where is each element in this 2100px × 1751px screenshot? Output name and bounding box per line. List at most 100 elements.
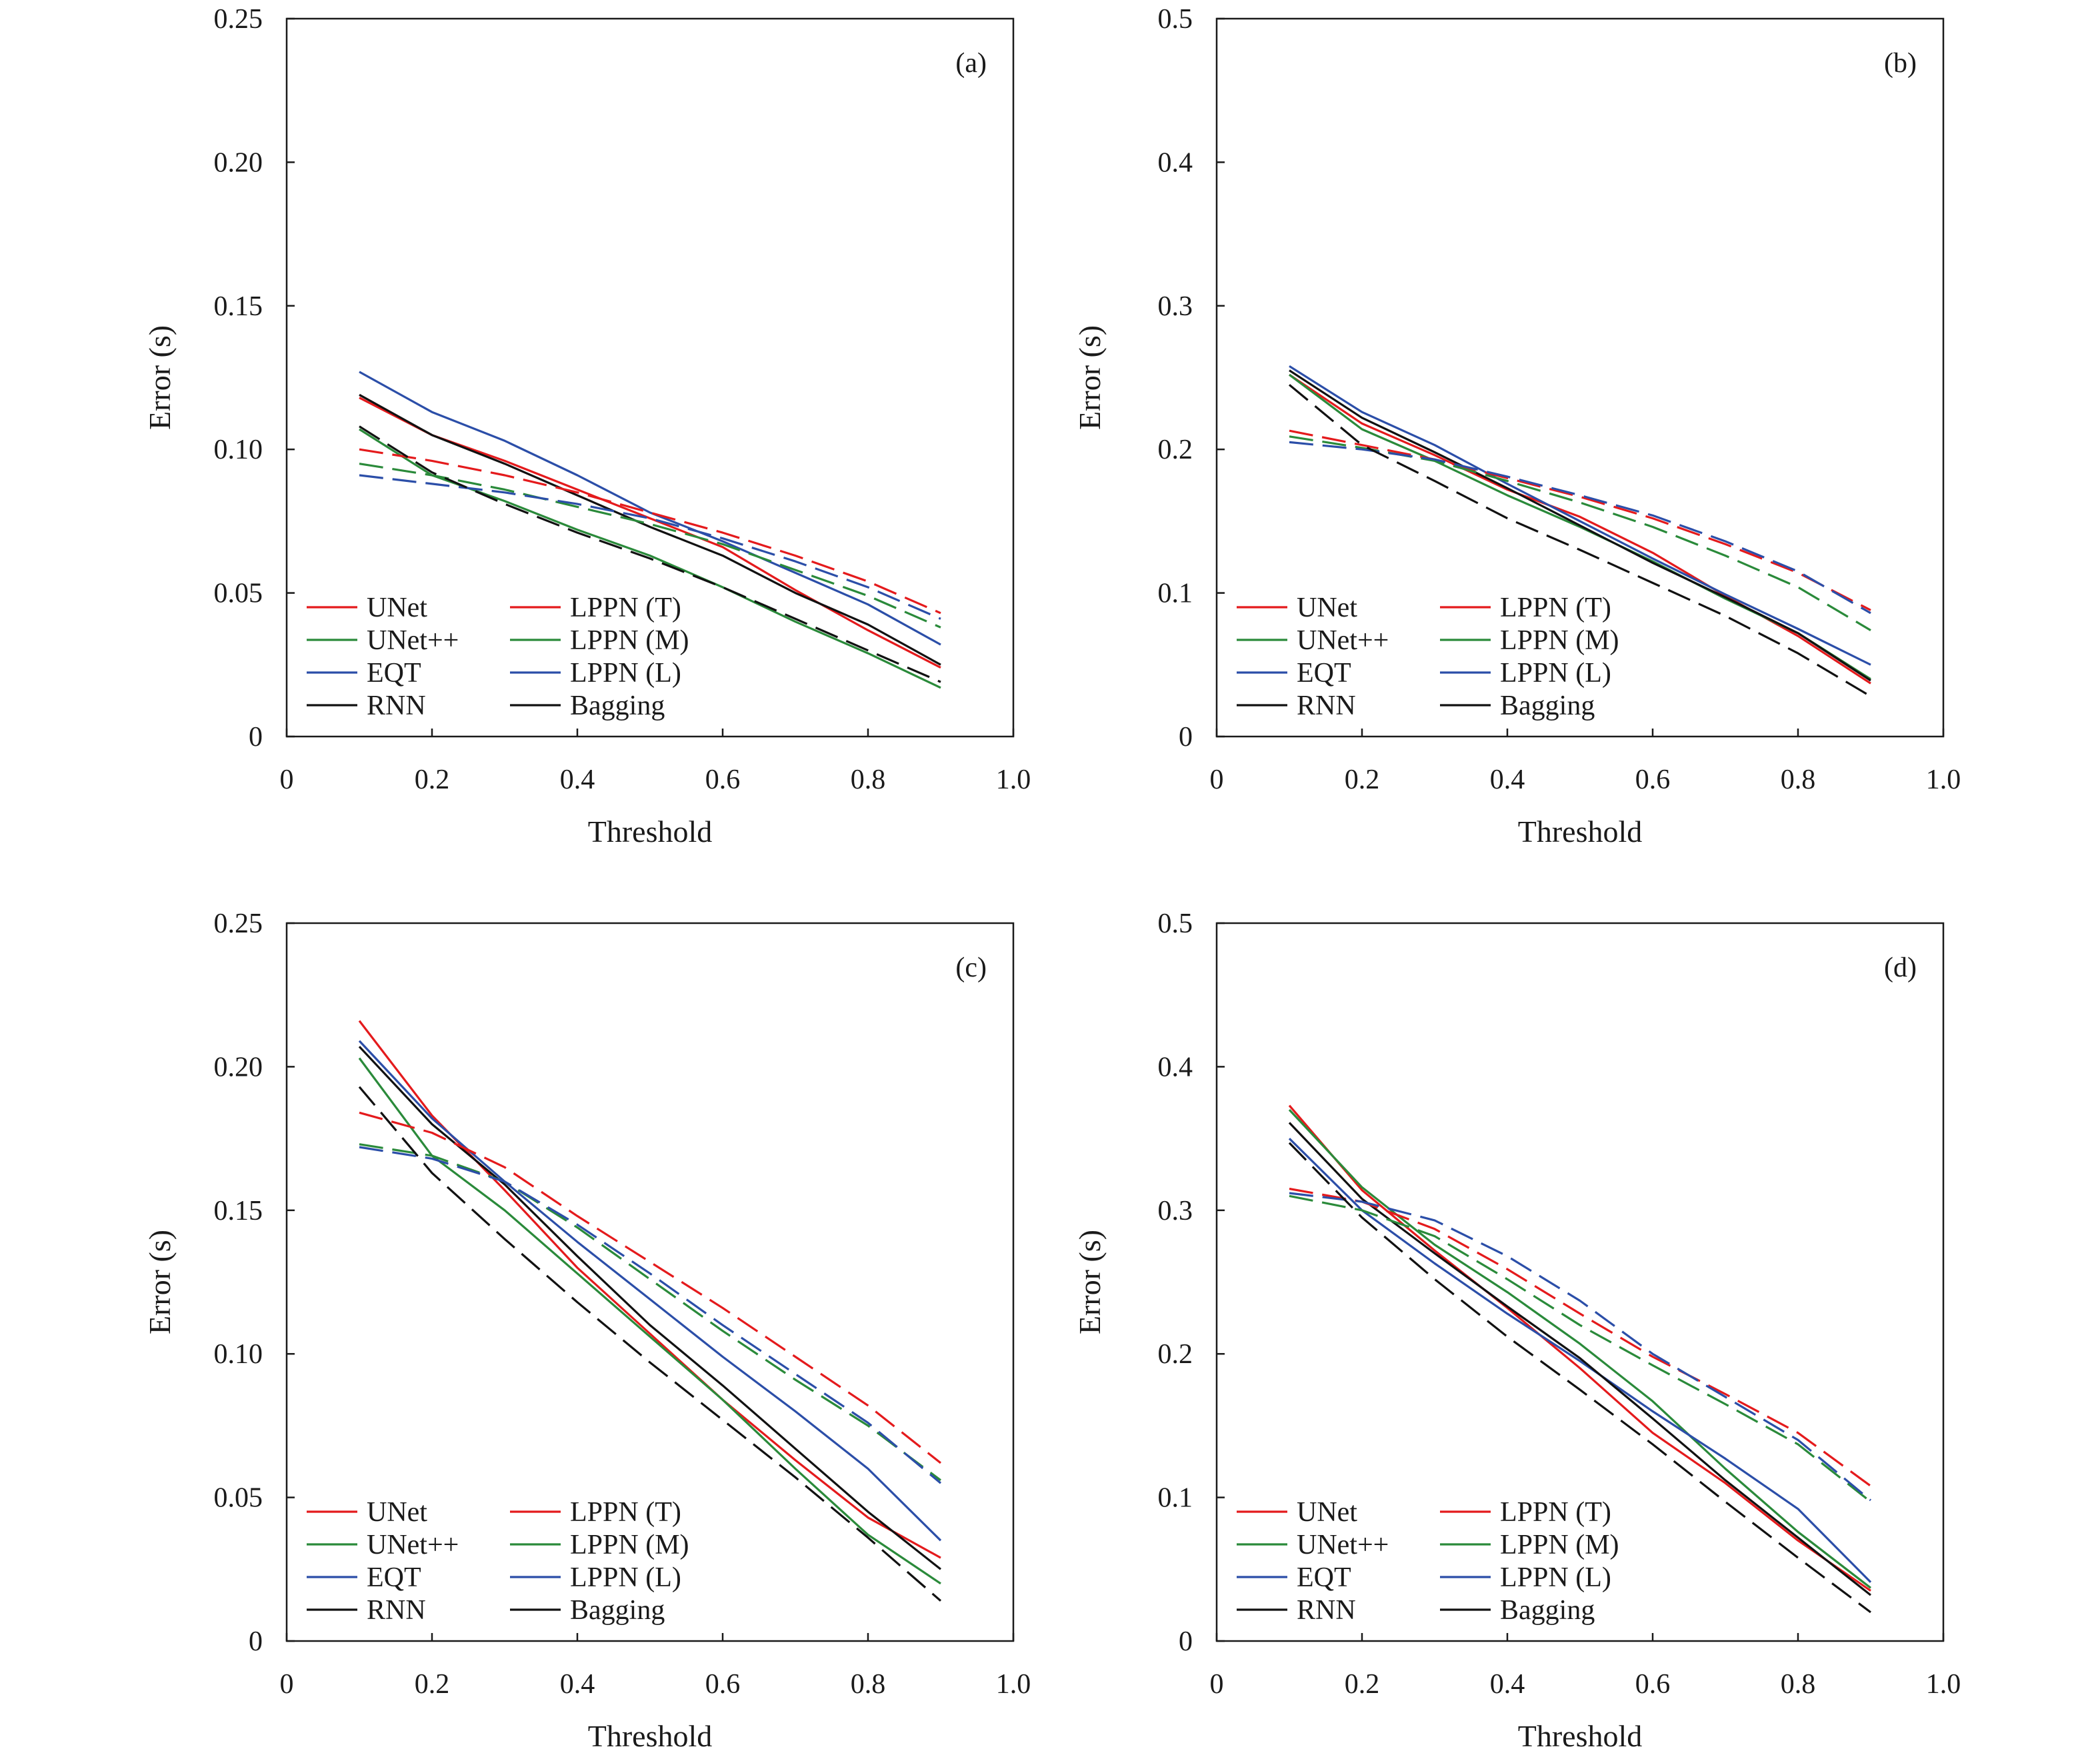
series-line-lppn-m [1289, 1194, 1871, 1503]
legend-label: Bagging [570, 691, 665, 721]
x-axis-title: Threshold [588, 1719, 713, 1751]
series-line-eqt [359, 371, 941, 646]
y-tick-label: 0.4 [1158, 1052, 1193, 1082]
series-line-bagging [1288, 384, 1871, 698]
y-tick-label: 0.3 [1158, 291, 1193, 322]
x-tick-label: 0.8 [851, 765, 886, 795]
y-tick-label: 0.25 [214, 4, 263, 35]
x-tick-label: 0.2 [415, 765, 450, 795]
x-axis-title: Threshold [588, 815, 713, 849]
legend-label: LPPN (M) [570, 1530, 689, 1560]
y-tick-label: 0.2 [1158, 435, 1193, 465]
x-tick-label: 0 [1210, 1669, 1224, 1700]
series-line-bagging [1288, 1142, 1871, 1614]
y-tick-label: 0.15 [214, 1196, 263, 1226]
x-tick-label: 0.2 [415, 1669, 450, 1700]
legend-label: EQT [1297, 1562, 1351, 1593]
series-line-lppn-t [1289, 1187, 1871, 1487]
x-tick-label: 1.0 [996, 1669, 1031, 1700]
series-line-unetplusplus [1288, 1108, 1871, 1589]
legend-label: RNN [1297, 1595, 1356, 1626]
x-tick-label: 0.4 [560, 765, 595, 795]
y-tick-label: 0.4 [1158, 147, 1193, 178]
series-line-lppn-l [1289, 1192, 1872, 1502]
x-tick-label: 0.4 [560, 1669, 595, 1700]
plot-frame [1215, 17, 1945, 738]
legend-label: UNet [1297, 593, 1357, 623]
series-line-lppn-l [359, 1146, 942, 1484]
x-tick-label: 0.8 [1781, 765, 1816, 795]
series-line-eqt [358, 1040, 942, 1542]
series-line-rnn [359, 393, 941, 666]
series-line-unetplusplus [358, 1057, 941, 1585]
y-tick-label: 0.10 [214, 1339, 263, 1370]
y-tick-label: 0.5 [1158, 4, 1193, 35]
series-line-bagging [358, 1086, 942, 1602]
legend-label: LPPN (L) [570, 658, 681, 689]
legend-label: LPPN (T) [570, 1497, 681, 1528]
series-line-rnn [1289, 369, 1871, 682]
y-tick-label: 0.3 [1158, 1196, 1193, 1226]
y-tick-label: 0.05 [214, 1483, 263, 1514]
y-tick-label: 0.10 [214, 435, 263, 465]
series-line-lppn-m [1289, 435, 1871, 631]
x-tick-label: 0.6 [1635, 1669, 1671, 1700]
y-tick-label: 0 [249, 1626, 263, 1657]
series-line-lppn-l [1289, 441, 1871, 615]
plot-frame [1215, 922, 1945, 1642]
legend-label: LPPN (T) [1500, 1497, 1611, 1528]
x-tick-label: 0 [1210, 765, 1224, 795]
legend-label: UNet++ [1297, 625, 1389, 656]
y-tick-label: 0.05 [214, 579, 263, 609]
x-tick-label: 0.6 [705, 1669, 741, 1700]
series-line-unet [358, 1020, 941, 1559]
series-line-lppn-t [359, 448, 941, 615]
y-axis-title: Error (s) [143, 1230, 177, 1334]
legend-label: UNet [367, 1497, 427, 1528]
legend-label: UNet++ [367, 1530, 459, 1560]
x-tick-label: 0.4 [1490, 765, 1525, 795]
legend-label: UNet++ [367, 625, 459, 656]
x-tick-label: 0.6 [1635, 765, 1671, 795]
series-line-rnn [1288, 1122, 1871, 1596]
chart-panel-d: 0 0.2 0.4 0.6 0.8 1.0 0 0.1 0.2 0.3 0.4 0.5 Threshol… [1073, 908, 1961, 1751]
y-tick-label: 0.5 [1158, 908, 1193, 939]
legend-label: RNN [1297, 691, 1356, 721]
legend-label: Bagging [1500, 1595, 1595, 1626]
legend-label: Bagging [1500, 691, 1595, 721]
y-tick-label: 0.20 [214, 1052, 263, 1082]
x-tick-label: 0 [280, 1669, 294, 1700]
x-tick-label: 1.0 [1926, 1669, 1961, 1700]
x-tick-label: 0.6 [705, 765, 741, 795]
legend-label: LPPN (T) [570, 593, 681, 623]
panel-label: (a) [955, 48, 987, 79]
y-axis-title: Error (s) [1073, 1230, 1107, 1334]
y-tick-label: 0.2 [1158, 1339, 1193, 1370]
legend-label: EQT [1297, 658, 1351, 689]
series-line-lppn-m [359, 1143, 941, 1482]
plot-frame [285, 922, 1015, 1642]
legend-label: UNet++ [1297, 1530, 1389, 1560]
x-tick-label: 0 [280, 765, 294, 795]
legend-label: LPPN (M) [1500, 625, 1619, 656]
y-tick-label: 0.1 [1158, 579, 1193, 609]
y-tick-label: 0 [249, 722, 263, 753]
legend-label: UNet [367, 593, 427, 623]
chart-panel-c: 0 0.2 0.4 0.6 0.8 1.0 0 0.05 0.10 0.15 0.20 0.25 Thr… [143, 908, 1031, 1751]
x-tick-label: 0.2 [1345, 1669, 1380, 1700]
series-line-lppn-t [359, 1111, 941, 1464]
legend-label: RNN [367, 1595, 426, 1626]
legend-label: LPPN (M) [1500, 1530, 1619, 1560]
x-tick-label: 0.4 [1490, 1669, 1525, 1700]
chart-panel-a: 0 0.2 0.4 0.6 0.8 1.0 0 0.05 0.10 0.15 0.20 0.25 Thr… [143, 4, 1031, 849]
series-line-lppn-t [1289, 429, 1871, 611]
legend-label: LPPN (L) [570, 1562, 681, 1593]
legend-label: LPPN (T) [1500, 593, 1611, 623]
legend-label: RNN [367, 691, 426, 721]
legend-label: Bagging [570, 1595, 665, 1626]
x-tick-label: 0.2 [1345, 765, 1380, 795]
x-tick-label: 1.0 [1926, 765, 1961, 795]
panel-label: (b) [1884, 48, 1917, 79]
legend-label: LPPN (L) [1500, 1562, 1611, 1593]
